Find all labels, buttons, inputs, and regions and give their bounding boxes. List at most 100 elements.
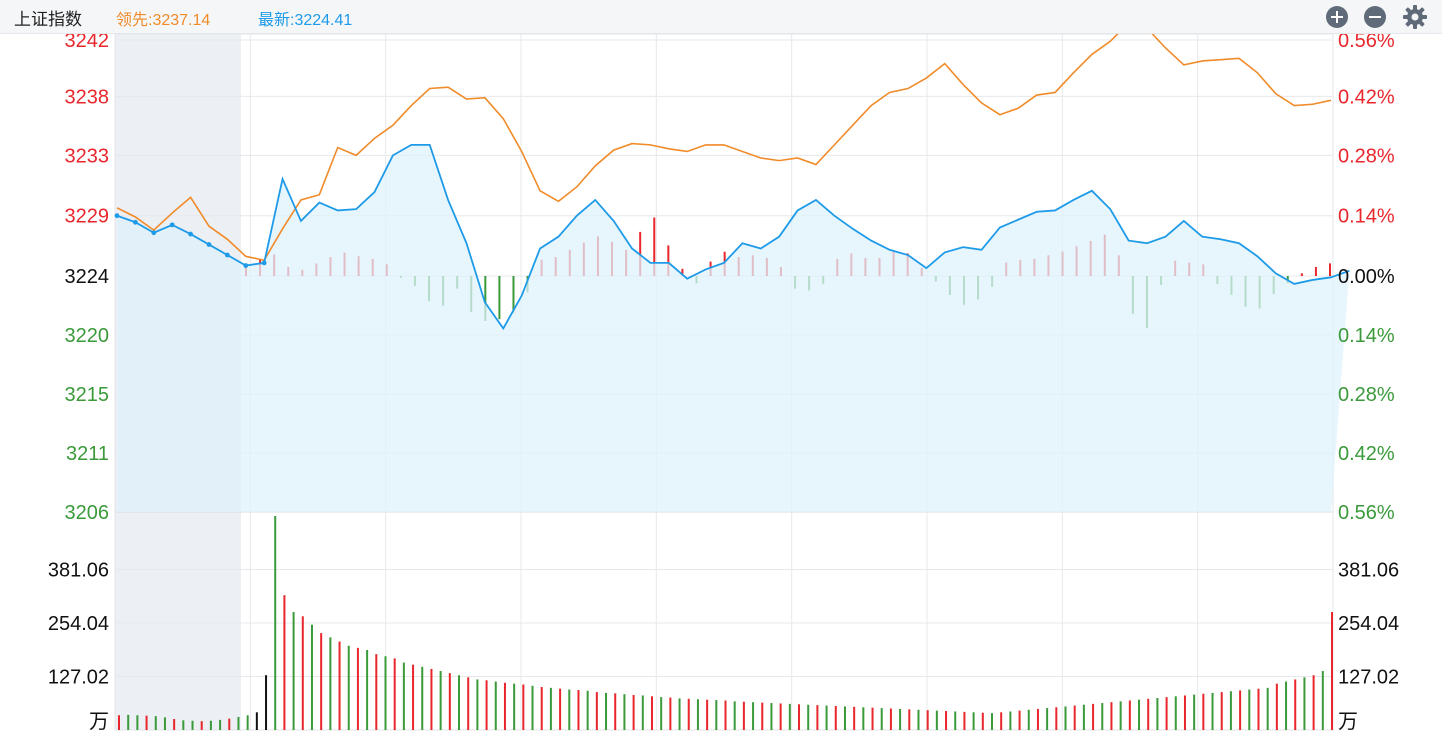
volume-bar [118, 715, 120, 730]
intraday-chart[interactable]: 3242 3238 3233 3229 3224 3220 3215 3211 3206 0.56… [0, 34, 1442, 732]
volume-bar [476, 679, 479, 730]
volume-bar [329, 637, 332, 730]
preopen-point [243, 263, 249, 268]
price-tick-label: 3215 [65, 384, 110, 406]
volume-bar [182, 720, 185, 730]
volume-bar [1119, 701, 1122, 730]
pct-tick-label: 0.56% [1338, 502, 1395, 524]
volume-bar [770, 703, 773, 730]
volume-bar [338, 641, 341, 730]
preopen-point [151, 230, 157, 236]
volume-bar [301, 616, 304, 730]
pct-tick-label: 0.14% [1338, 206, 1395, 228]
volume-bar [981, 712, 984, 730]
volume-unit-right: 万 [1338, 711, 1358, 732]
volume-bar [283, 595, 286, 730]
volume-bar [586, 690, 589, 730]
volume-bar [1082, 704, 1085, 730]
volume-bar [430, 668, 433, 730]
volume-bar [1064, 706, 1067, 730]
volume-bar [1331, 612, 1333, 730]
pct-tick-label: 0.14% [1338, 325, 1395, 347]
price-tick-label: 3238 [65, 86, 110, 108]
volume-bar [1147, 698, 1150, 730]
volume-bar [816, 705, 819, 730]
volume-tick-label-right: 381.06 [1338, 559, 1399, 581]
volume-bar [1156, 697, 1159, 730]
volume-bar [549, 687, 552, 730]
volume-bar [577, 689, 580, 730]
volume-bar [1183, 695, 1186, 730]
plus-circle-icon[interactable] [1326, 6, 1348, 28]
volume-bar [788, 703, 791, 730]
volume-bar [945, 711, 948, 730]
volume-bar [384, 656, 387, 730]
volume-bar [752, 702, 755, 730]
volume-bar [503, 682, 506, 730]
volume-bar [908, 709, 911, 730]
volume-bar [641, 695, 644, 730]
volume-bar [1266, 687, 1269, 730]
diff-bar [512, 276, 515, 313]
volume-bar [467, 677, 470, 730]
price-tick-label: 3242 [65, 34, 110, 52]
volume-bar [990, 713, 993, 730]
volume-bar [412, 664, 415, 730]
volume-bar [650, 696, 653, 730]
volume-bar [439, 671, 442, 730]
volume-bar [522, 684, 525, 730]
volume-bar [265, 675, 268, 730]
volume-bar [421, 666, 424, 730]
pct-tick-label: 0.28% [1338, 384, 1395, 406]
diff-bar [498, 276, 501, 320]
gear-icon[interactable] [1402, 4, 1428, 30]
leader-line [116, 34, 1332, 262]
volume-bar [1239, 690, 1242, 730]
volume-bar [1193, 694, 1196, 730]
volume-tick-label-left: 254.04 [48, 613, 109, 635]
volume-bar [972, 712, 975, 730]
latest-line [116, 143, 1350, 331]
volume-bar [1009, 711, 1012, 730]
volume-bar [393, 658, 396, 730]
volume-bar [1027, 709, 1030, 730]
volume-bar [761, 702, 764, 730]
volume-tick-label-right: 254.04 [1338, 613, 1399, 635]
volume-bar [1229, 691, 1232, 730]
volume-bar [1294, 679, 1297, 730]
minus-circle-icon[interactable] [1364, 6, 1386, 28]
volume-bar [605, 692, 608, 730]
volume-bar [246, 715, 249, 730]
volume-bar [209, 720, 212, 730]
diff-bar [681, 268, 684, 276]
volume-bar [154, 716, 157, 730]
diff-bar [1300, 273, 1303, 276]
price-tick-label: 3233 [65, 145, 110, 167]
diff-bar [1329, 263, 1331, 276]
leader-value: 领先:3237.14 [116, 12, 211, 29]
volume-bar [614, 693, 617, 730]
volume-bar [862, 707, 865, 730]
volume-bar [540, 687, 543, 730]
volume-bar [843, 706, 846, 730]
volume-bar [963, 711, 966, 730]
volume-bar [595, 692, 598, 730]
volume-bar [1018, 710, 1021, 730]
volume-bar [347, 645, 350, 730]
price-tick-label: 3224 [65, 266, 110, 288]
volume-bar [1285, 681, 1288, 730]
chart-header: 上证指数 领先:3237.14 最新:3224.41 [0, 0, 1442, 34]
preopen-point [224, 252, 230, 258]
volume-tick-label-left: 127.02 [48, 666, 109, 688]
volume-bar [274, 516, 277, 730]
price-tick-label: 3211 [66, 443, 109, 465]
volume-bar [798, 704, 801, 730]
volume-bar [320, 633, 323, 730]
volume-bar [1138, 699, 1141, 730]
volume-bar [623, 694, 626, 730]
preopen-point [132, 219, 138, 225]
volume-bar [779, 703, 782, 730]
volume-unit-left: 万 [89, 711, 109, 732]
volume-bar [375, 654, 378, 730]
preopen-point [169, 222, 175, 228]
